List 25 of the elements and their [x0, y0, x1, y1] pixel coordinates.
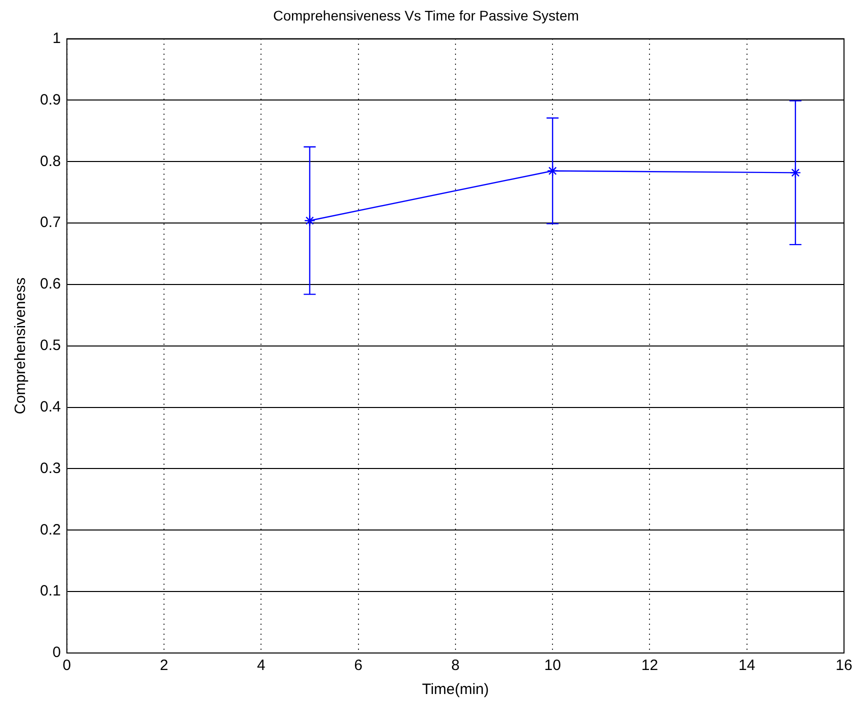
x-tick-label: 10 [544, 657, 561, 674]
y-tick-label: 0.5 [40, 337, 61, 354]
y-tick-label: 0.7 [40, 214, 61, 232]
y-tick-label: 0.1 [40, 582, 61, 600]
y-tick-label: 0.8 [40, 152, 61, 170]
y-tick-label: 0.9 [40, 91, 61, 108]
y-tick-label: 1 [52, 30, 61, 47]
point [546, 165, 558, 176]
point [790, 167, 802, 178]
x-tick-label: 12 [641, 657, 658, 674]
x-tick-label: 6 [354, 657, 362, 674]
x-tick-label: 14 [738, 657, 756, 674]
x-tick-label: 2 [160, 657, 168, 674]
y-tick-label: 0 [52, 644, 61, 662]
x-axis-title: Time(min) [422, 681, 489, 698]
point [304, 215, 316, 226]
y-axis-title: Comprehensiveness [12, 278, 30, 414]
x-tick-label: 8 [451, 657, 460, 674]
y-tick-label: 0.3 [40, 460, 61, 477]
y-tick-label: 0.4 [40, 398, 61, 416]
y-tick-label: 0.6 [40, 276, 61, 293]
x-tick-label: 4 [256, 657, 266, 674]
x-tick-label: 16 [836, 657, 852, 674]
chart-title: Comprehensiveness Vs Time for Passive System [273, 7, 579, 24]
y-tick-label: 0.2 [40, 521, 61, 538]
